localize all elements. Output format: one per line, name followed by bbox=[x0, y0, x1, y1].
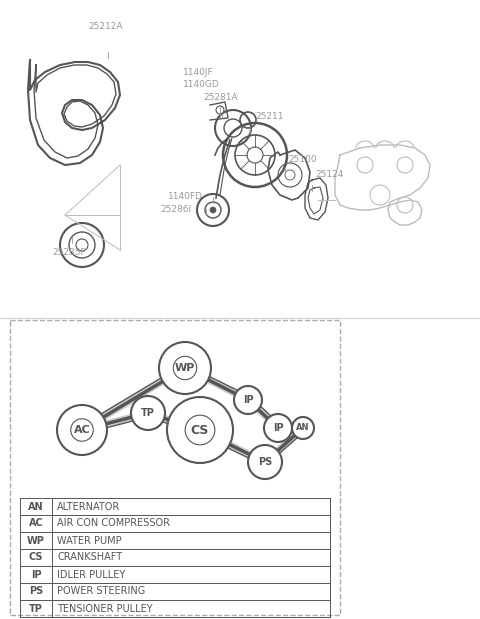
Text: 1140GD: 1140GD bbox=[183, 80, 220, 89]
Text: 25211: 25211 bbox=[255, 112, 284, 121]
Circle shape bbox=[264, 414, 292, 442]
Circle shape bbox=[210, 207, 216, 213]
Text: 1140JF: 1140JF bbox=[183, 68, 214, 77]
Text: TP: TP bbox=[141, 408, 155, 418]
Text: AC: AC bbox=[73, 425, 90, 435]
Circle shape bbox=[57, 405, 107, 455]
Text: IP: IP bbox=[31, 569, 41, 579]
Text: ALTERNATOR: ALTERNATOR bbox=[57, 501, 120, 511]
Text: CS: CS bbox=[29, 553, 43, 563]
Text: WP: WP bbox=[27, 535, 45, 545]
Text: IP: IP bbox=[273, 423, 283, 433]
Text: 25100: 25100 bbox=[288, 155, 317, 164]
Text: CS: CS bbox=[191, 423, 209, 436]
Circle shape bbox=[292, 417, 314, 439]
Text: PS: PS bbox=[29, 586, 43, 597]
Circle shape bbox=[131, 396, 165, 430]
Circle shape bbox=[248, 445, 282, 479]
Text: POWER STEERING: POWER STEERING bbox=[57, 586, 145, 597]
Text: 25286I: 25286I bbox=[160, 205, 191, 214]
Text: 25285F: 25285F bbox=[52, 248, 85, 257]
Text: TENSIONER PULLEY: TENSIONER PULLEY bbox=[57, 604, 153, 613]
Text: AN: AN bbox=[28, 501, 44, 511]
Text: AN: AN bbox=[296, 423, 310, 433]
Text: CRANKSHAFT: CRANKSHAFT bbox=[57, 553, 122, 563]
Text: 25281A: 25281A bbox=[203, 93, 238, 102]
Text: PS: PS bbox=[258, 457, 272, 467]
Text: TP: TP bbox=[29, 604, 43, 613]
Text: AIR CON COMPRESSOR: AIR CON COMPRESSOR bbox=[57, 519, 170, 529]
Text: WP: WP bbox=[175, 363, 195, 373]
Text: IDLER PULLEY: IDLER PULLEY bbox=[57, 569, 125, 579]
Text: IP: IP bbox=[243, 395, 253, 405]
Circle shape bbox=[159, 342, 211, 394]
Text: AC: AC bbox=[29, 519, 43, 529]
Circle shape bbox=[167, 397, 233, 463]
Text: 25124: 25124 bbox=[315, 170, 343, 179]
Text: 1140FD: 1140FD bbox=[168, 192, 203, 201]
Circle shape bbox=[234, 386, 262, 414]
Text: 25212A: 25212A bbox=[88, 22, 122, 31]
Text: WATER PUMP: WATER PUMP bbox=[57, 535, 121, 545]
